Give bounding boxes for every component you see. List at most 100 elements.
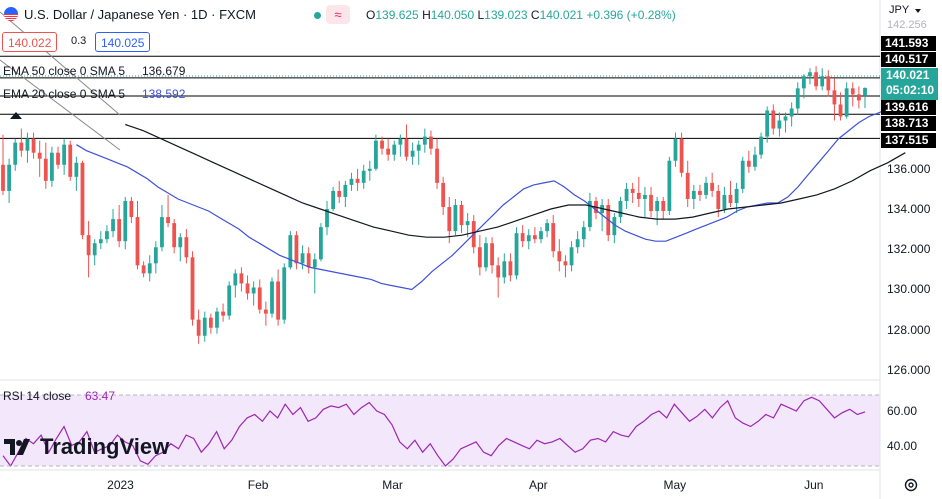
candle-body <box>233 273 238 286</box>
candle-body <box>392 144 397 155</box>
candle-body <box>141 265 146 274</box>
candle-body <box>196 319 201 336</box>
currency-label[interactable]: JPY <box>889 4 910 16</box>
candle-body <box>98 239 103 244</box>
candle-body <box>459 205 464 226</box>
sell-button[interactable]: 140.022 <box>2 32 58 52</box>
market-status-dot-icon <box>314 12 321 19</box>
candle-body <box>68 144 73 177</box>
candle-body <box>374 140 378 169</box>
candle-body <box>343 184 348 197</box>
candle-body <box>215 311 219 328</box>
candle-body <box>777 120 782 129</box>
tradingview-logo-icon <box>4 439 30 455</box>
candle-body <box>92 243 97 256</box>
candle-body <box>7 164 12 191</box>
candle-body <box>649 194 653 212</box>
candle-body <box>698 190 702 195</box>
price-tick: 134.000 <box>887 202 931 217</box>
symbol-title[interactable]: U.S. Dollar / Japanese Yen · 1D · FXCM <box>24 7 256 22</box>
candle-body <box>172 223 177 248</box>
candle-body <box>129 200 134 218</box>
candle-body <box>153 247 158 264</box>
settings-gear-icon[interactable] <box>903 477 919 493</box>
candle-body <box>820 76 825 87</box>
time-tick: Mar <box>382 478 403 492</box>
candle-body <box>178 237 183 248</box>
current-price-badge: 140.021 05:02:10 <box>881 68 938 100</box>
ohlc-l-label: L <box>477 8 485 22</box>
candle-body <box>838 104 843 117</box>
candle-body <box>759 136 763 155</box>
candle-body <box>404 138 409 157</box>
candle-body <box>673 138 678 161</box>
ohlc-low: 139.023 <box>484 8 528 22</box>
candle-body <box>331 190 336 210</box>
candle-body <box>863 87 867 96</box>
legend-collapse-icon[interactable] <box>10 112 22 119</box>
candle-body <box>276 281 281 320</box>
rsi-tick: 40.00 <box>887 439 918 453</box>
candle-body <box>239 273 244 284</box>
candle-body <box>429 136 433 149</box>
tradingview-logo[interactable]: TradingView <box>4 434 169 460</box>
currency-chevron-icon[interactable] <box>915 9 921 13</box>
candle-body <box>166 217 170 224</box>
logo-text: TradingView <box>40 434 170 459</box>
candle-body <box>251 287 256 294</box>
ema50-legend-label[interactable]: EMA 50 close 0 SMA 5 <box>3 64 126 78</box>
ema20-legend-label[interactable]: EMA 20 close 0 SMA 5 <box>3 87 126 101</box>
candle-body <box>294 235 299 264</box>
ohlc-readout: O139.625 H140.050 L139.023 C140.021 +0.3… <box>366 8 676 22</box>
candle-body <box>502 261 507 278</box>
candle-body <box>105 231 109 240</box>
candle-body <box>612 217 617 236</box>
candle-body <box>661 200 666 212</box>
trendline-2[interactable] <box>0 59 121 151</box>
buy-button[interactable]: 140.025 <box>95 32 151 52</box>
rsi-band <box>0 395 880 466</box>
candle-body <box>312 259 317 268</box>
candle-body <box>349 178 354 185</box>
candle-body <box>618 200 623 218</box>
candle-body <box>814 72 818 87</box>
candle-body <box>532 235 537 240</box>
ohlc-change: +0.396 (+0.28%) <box>586 8 676 22</box>
candle-body <box>361 170 366 183</box>
horizontal-levels <box>0 55 880 139</box>
candle-body <box>288 235 293 268</box>
candle-body <box>545 223 549 232</box>
candle-body <box>447 207 452 232</box>
candle-body <box>630 188 635 193</box>
candle-body <box>679 138 684 173</box>
price-tick: 136.000 <box>887 161 931 176</box>
candle-body <box>716 190 721 210</box>
candle-body <box>184 237 189 258</box>
candle-body <box>190 257 195 320</box>
candle-body <box>117 219 122 242</box>
rsi-tick: 60.00 <box>887 404 918 418</box>
candle-body <box>208 317 213 328</box>
candle-body <box>50 152 54 181</box>
ohlc-close: 140.021 <box>539 8 583 22</box>
candle-body <box>740 160 745 189</box>
candle-body <box>484 243 488 268</box>
candle-body <box>367 168 372 171</box>
level-badge: 139.616 <box>881 100 936 115</box>
level-badge: 141.593 <box>881 36 936 51</box>
trendline-1[interactable] <box>0 11 121 116</box>
candle-body <box>19 142 24 151</box>
rsi-legend-label[interactable]: RSI 14 close <box>3 389 72 403</box>
compare-pill-button[interactable]: ≈ <box>326 5 350 24</box>
candle-body <box>691 190 696 199</box>
candle-body <box>795 88 800 109</box>
level-badge: 137.515 <box>881 133 936 148</box>
candle-body <box>135 217 140 266</box>
candle-body <box>380 140 384 149</box>
ohlc-high: 140.050 <box>430 8 475 22</box>
candle-body <box>80 162 85 236</box>
candle-body <box>850 88 855 95</box>
candle-body <box>441 182 446 208</box>
candle-body <box>202 317 207 336</box>
